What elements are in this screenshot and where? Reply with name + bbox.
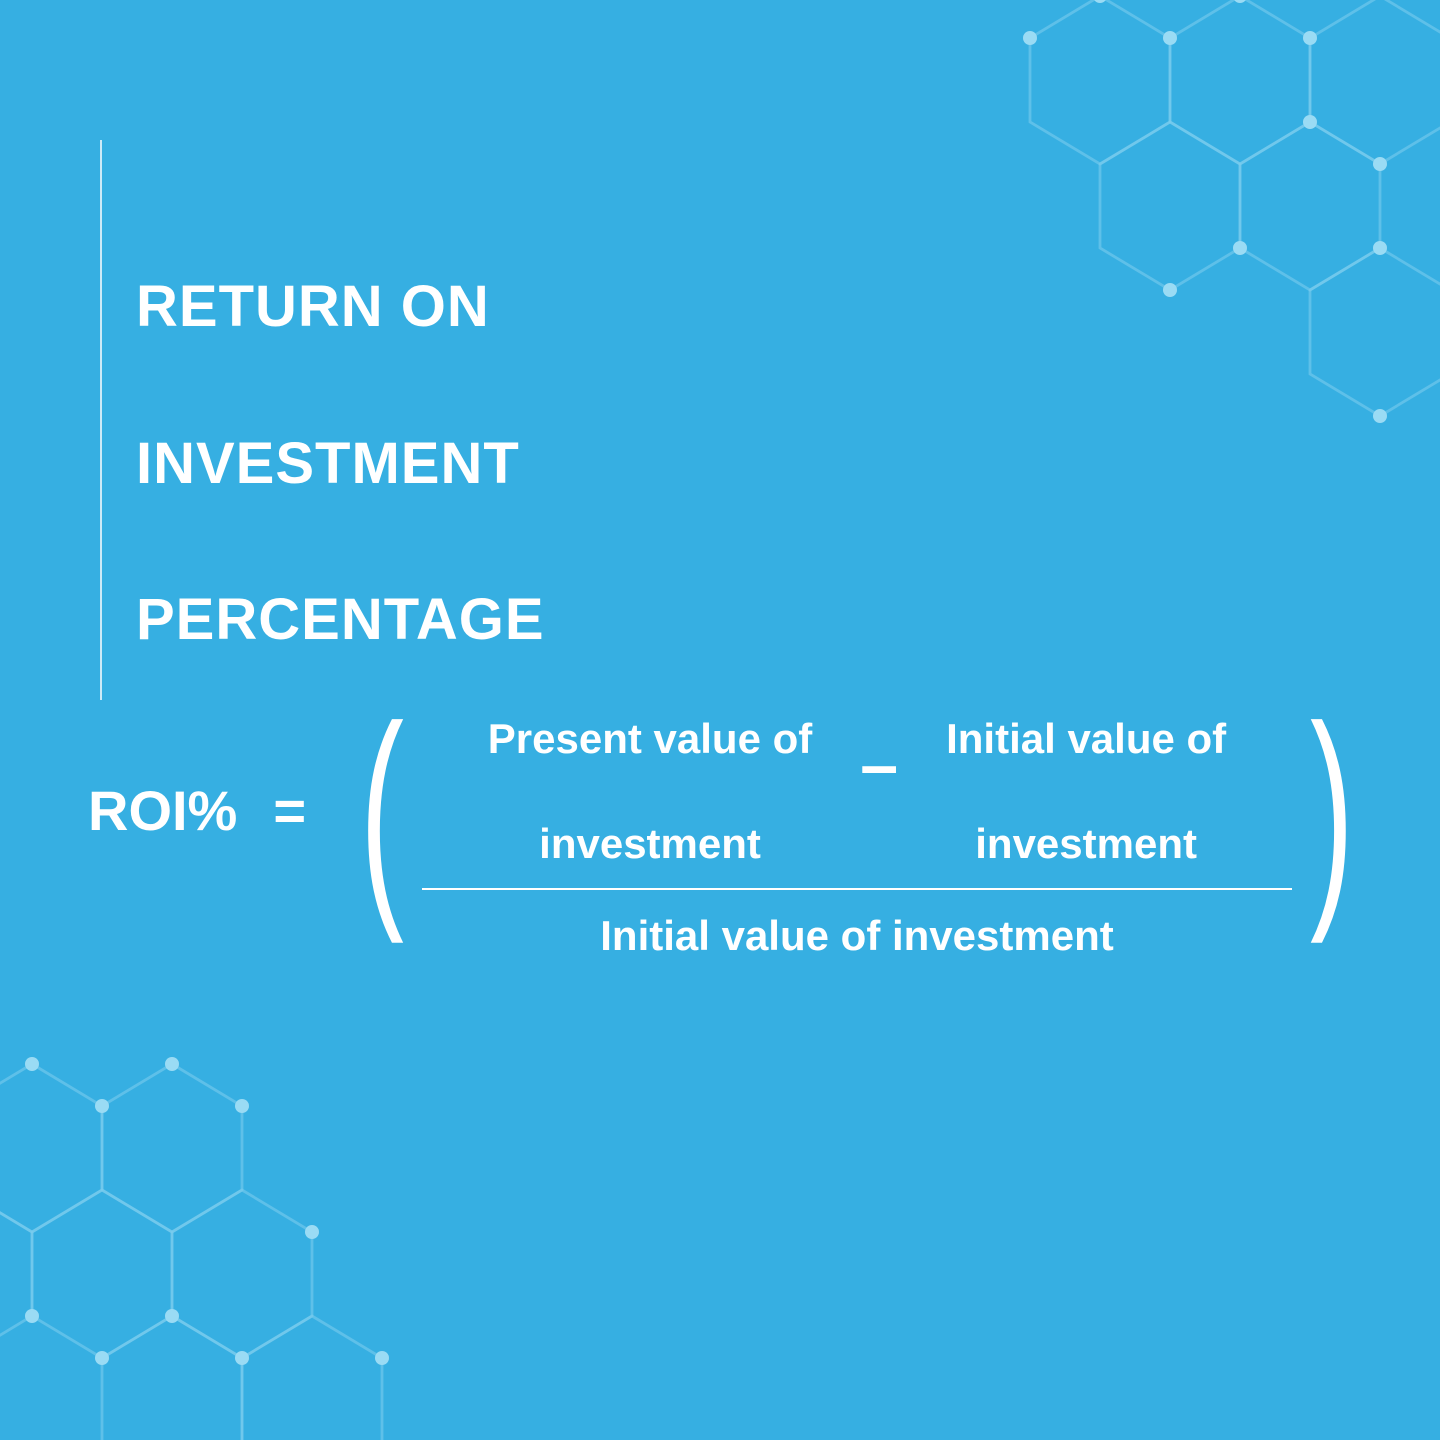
- fraction: Present value of investment – Initial va…: [422, 660, 1292, 960]
- page-title: RETURN ON INVESTMENT PERCENTAGE: [136, 190, 545, 660]
- hex-decoration-top-right: [960, 0, 1440, 500]
- numerator-right-line2: investment: [975, 820, 1197, 867]
- formula-lhs: ROI%: [88, 778, 237, 843]
- paren-close: ): [1310, 726, 1354, 894]
- roi-formula: ROI% = ( Present value of investment – I…: [88, 660, 1372, 960]
- numerator-right-line1: Initial value of: [946, 715, 1226, 762]
- title-block: RETURN ON INVESTMENT PERCENTAGE: [100, 190, 545, 660]
- infographic-canvas: RETURN ON INVESTMENT PERCENTAGE ROI% = (…: [0, 0, 1440, 1440]
- title-line-2: INVESTMENT: [136, 431, 520, 496]
- numerator-left-line2: investment: [539, 820, 761, 867]
- hex-decoration-bottom-left: [0, 980, 520, 1440]
- title-vertical-rule: [100, 140, 102, 700]
- numerator-left-line1: Present value of: [488, 715, 812, 762]
- fraction-numerator: Present value of investment – Initial va…: [488, 660, 1226, 888]
- title-line-1: RETURN ON: [136, 274, 490, 339]
- fraction-denominator: Initial value of investment: [600, 890, 1113, 960]
- minus-sign: –: [860, 726, 898, 804]
- title-line-3: PERCENTAGE: [136, 587, 545, 652]
- paren-open: (: [360, 726, 404, 894]
- equals-sign: =: [273, 778, 306, 843]
- numerator-initial-value: Initial value of investment: [946, 660, 1226, 870]
- numerator-present-value: Present value of investment: [488, 660, 812, 870]
